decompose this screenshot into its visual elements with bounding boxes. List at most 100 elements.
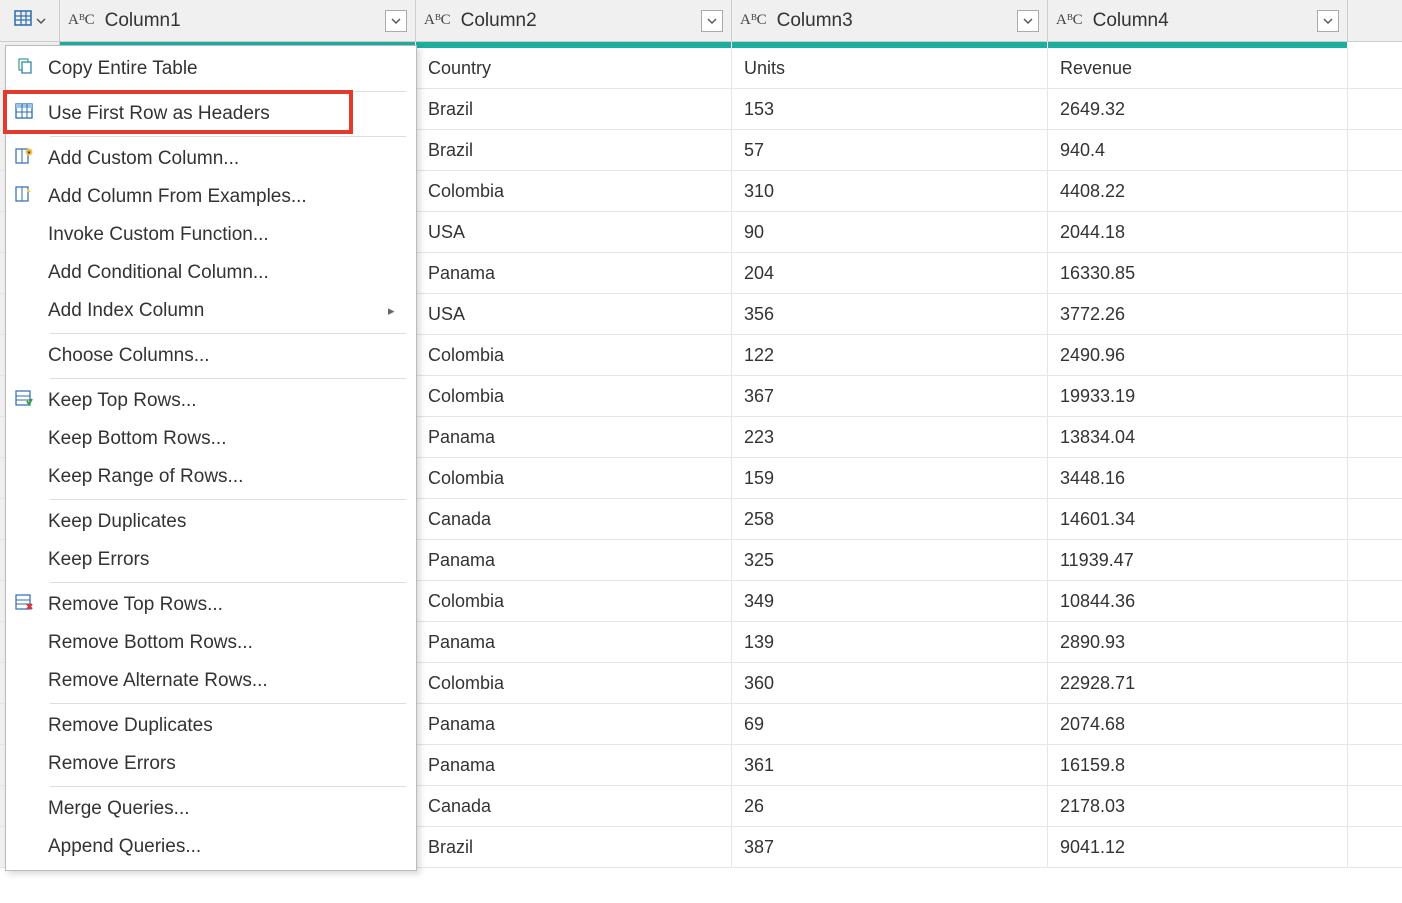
cell[interactable]: 122 [732, 335, 1048, 375]
cell[interactable]: 139 [732, 622, 1048, 662]
column-header[interactable]: AᴮC Column2 [416, 0, 732, 41]
menu-item[interactable]: Add Index Column ▸ [6, 292, 416, 330]
cell[interactable]: Revenue [1048, 48, 1348, 88]
cell[interactable]: 11939.47 [1048, 540, 1348, 580]
cell[interactable]: Brazil [416, 827, 732, 867]
cell[interactable]: 26 [732, 786, 1048, 826]
menu-item[interactable]: Invoke Custom Function... [6, 216, 416, 254]
cell[interactable]: 204 [732, 253, 1048, 293]
cell[interactable]: Canada [416, 499, 732, 539]
cell[interactable]: 14601.34 [1048, 499, 1348, 539]
cell[interactable]: 223 [732, 417, 1048, 457]
menu-item[interactable]: Add Column From Examples... [6, 178, 416, 216]
menu-item[interactable]: Merge Queries... [6, 790, 416, 828]
addex-icon [14, 184, 34, 210]
menu-item[interactable]: Remove Bottom Rows... [6, 624, 416, 662]
menu-item[interactable]: Copy Entire Table [6, 50, 416, 88]
menu-item[interactable]: Keep Duplicates [6, 503, 416, 541]
cell[interactable]: Canada [416, 786, 732, 826]
cell[interactable]: 57 [732, 130, 1048, 170]
cell[interactable]: Panama [416, 417, 732, 457]
cell[interactable]: 2074.68 [1048, 704, 1348, 744]
cell[interactable]: 258 [732, 499, 1048, 539]
cell[interactable]: Country [416, 48, 732, 88]
cell[interactable]: USA [416, 212, 732, 252]
cell[interactable]: Panama [416, 704, 732, 744]
cell[interactable]: 367 [732, 376, 1048, 416]
cell[interactable]: 361 [732, 745, 1048, 785]
menu-item-label: Invoke Custom Function... [48, 224, 388, 246]
cell[interactable]: Colombia [416, 376, 732, 416]
cell[interactable]: 2890.93 [1048, 622, 1348, 662]
menu-item[interactable]: Remove Top Rows... [6, 586, 416, 624]
cell[interactable]: 13834.04 [1048, 417, 1348, 457]
cell[interactable]: Panama [416, 253, 732, 293]
cell[interactable]: USA [416, 294, 732, 334]
cell[interactable]: Units [732, 48, 1048, 88]
cell[interactable]: 356 [732, 294, 1048, 334]
cell[interactable]: 325 [732, 540, 1048, 580]
column-header[interactable]: AᴮC Column1 [60, 0, 416, 41]
cell[interactable]: 2178.03 [1048, 786, 1348, 826]
cell[interactable]: 349 [732, 581, 1048, 621]
menu-item[interactable]: Append Queries... [6, 828, 416, 866]
cell[interactable]: 16159.8 [1048, 745, 1348, 785]
menu-item[interactable]: Remove Alternate Rows... [6, 662, 416, 700]
column-name: Column4 [1093, 10, 1317, 32]
column-name: Column1 [105, 10, 385, 32]
table-icon [13, 8, 33, 33]
cell[interactable]: 940.4 [1048, 130, 1348, 170]
column-filter-button[interactable] [701, 10, 723, 32]
cell[interactable]: Panama [416, 745, 732, 785]
cell[interactable]: 2490.96 [1048, 335, 1348, 375]
menu-item[interactable]: Keep Bottom Rows... [6, 420, 416, 458]
cell[interactable]: Panama [416, 540, 732, 580]
menu-separator [50, 378, 406, 379]
cell[interactable]: Brazil [416, 130, 732, 170]
menu-item[interactable]: Remove Duplicates [6, 707, 416, 745]
column-filter-button[interactable] [1317, 10, 1339, 32]
table-menu-button[interactable] [0, 0, 60, 41]
cell[interactable]: 3772.26 [1048, 294, 1348, 334]
cell[interactable]: Panama [416, 622, 732, 662]
cell[interactable]: 3448.16 [1048, 458, 1348, 498]
cell[interactable]: Colombia [416, 663, 732, 703]
column-header-row: AᴮC Column1 AᴮC Column2 AᴮC Column3 AᴮC … [0, 0, 1402, 42]
cell[interactable]: Brazil [416, 89, 732, 129]
copy-icon [14, 56, 34, 82]
menu-item[interactable]: Keep Top Rows... [6, 382, 416, 420]
menu-item[interactable]: Keep Errors [6, 541, 416, 579]
menu-item[interactable]: ★ Add Custom Column... [6, 140, 416, 178]
cell[interactable]: 10844.36 [1048, 581, 1348, 621]
menu-separator [50, 582, 406, 583]
column-filter-button[interactable] [385, 10, 407, 32]
menu-item[interactable]: Add Conditional Column... [6, 254, 416, 292]
cell[interactable]: Colombia [416, 335, 732, 375]
cell[interactable]: 16330.85 [1048, 253, 1348, 293]
column-header[interactable]: AᴮC Column3 [732, 0, 1048, 41]
cell[interactable]: 310 [732, 171, 1048, 211]
cell[interactable]: 159 [732, 458, 1048, 498]
menu-item[interactable]: Choose Columns... [6, 337, 416, 375]
cell[interactable]: 2044.18 [1048, 212, 1348, 252]
cell[interactable]: 90 [732, 212, 1048, 252]
cell[interactable]: 4408.22 [1048, 171, 1348, 211]
cell[interactable]: 360 [732, 663, 1048, 703]
cell[interactable]: 2649.32 [1048, 89, 1348, 129]
column-header[interactable]: AᴮC Column4 [1048, 0, 1348, 41]
cell[interactable]: 9041.12 [1048, 827, 1348, 867]
menu-item[interactable]: Remove Errors [6, 745, 416, 783]
cell[interactable]: 153 [732, 89, 1048, 129]
menu-item[interactable]: Use First Row as Headers [6, 95, 416, 133]
headers-icon [14, 101, 34, 127]
table-context-menu: Copy Entire Table Use First Row as Heade… [5, 45, 417, 871]
cell[interactable]: 387 [732, 827, 1048, 867]
cell[interactable]: Colombia [416, 581, 732, 621]
menu-item[interactable]: Keep Range of Rows... [6, 458, 416, 496]
cell[interactable]: 19933.19 [1048, 376, 1348, 416]
cell[interactable]: 69 [732, 704, 1048, 744]
cell[interactable]: Colombia [416, 171, 732, 211]
cell[interactable]: 22928.71 [1048, 663, 1348, 703]
column-filter-button[interactable] [1017, 10, 1039, 32]
cell[interactable]: Colombia [416, 458, 732, 498]
